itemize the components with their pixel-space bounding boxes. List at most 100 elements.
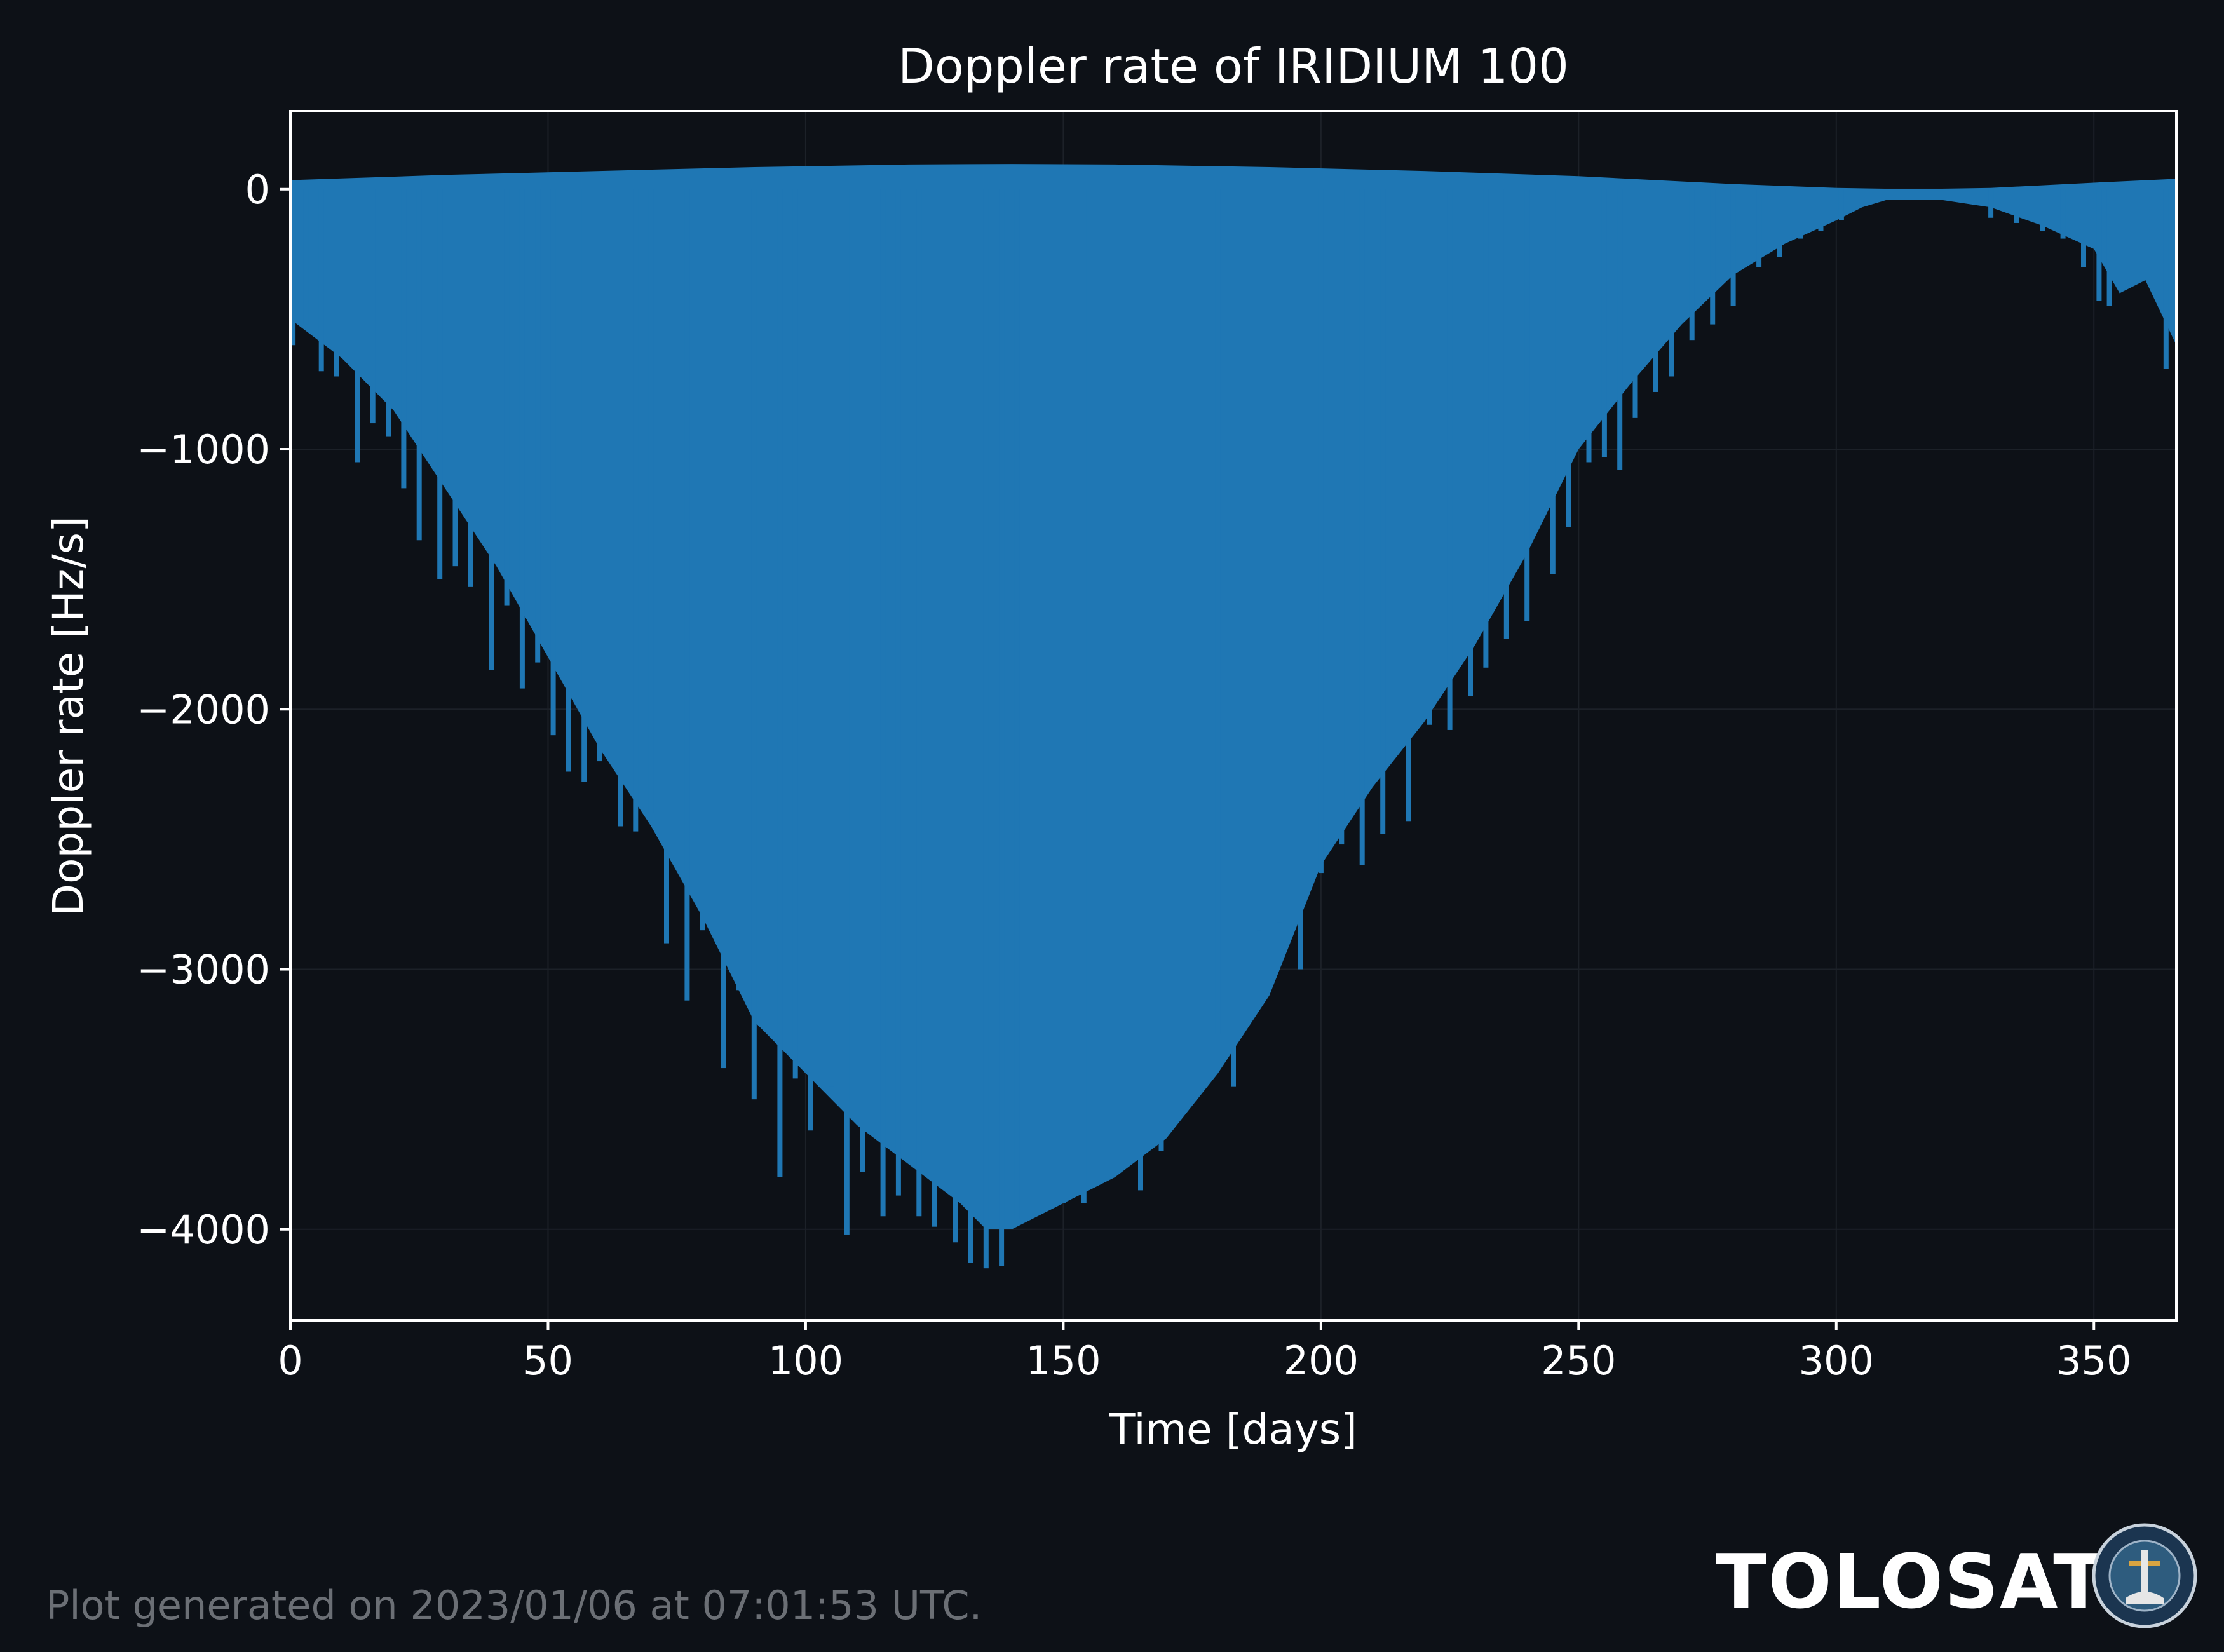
doppler-spike xyxy=(1298,189,1303,970)
x-tick-label: 350 xyxy=(2056,1337,2131,1384)
doppler-spike xyxy=(2014,189,2019,223)
doppler-spike xyxy=(1339,189,1345,845)
doppler-spike xyxy=(953,189,958,1243)
doppler-spike xyxy=(844,189,850,1235)
doppler-spike xyxy=(2081,189,2086,267)
doppler-spike xyxy=(983,189,989,1269)
doppler-spike xyxy=(895,189,901,1196)
doppler-spike xyxy=(1359,189,1365,865)
chart-title: Doppler rate of IRIDIUM 100 xyxy=(898,38,1569,94)
doppler-spike xyxy=(1483,189,1489,668)
doppler-spike xyxy=(999,189,1005,1266)
doppler-spike xyxy=(597,189,602,762)
x-tick-label: 300 xyxy=(1799,1337,1874,1384)
doppler-spike xyxy=(1138,189,1143,1191)
doppler-spike xyxy=(2040,189,2045,231)
doppler-spike xyxy=(355,189,360,463)
doppler-spike xyxy=(1503,189,1509,639)
doppler-spike xyxy=(1988,189,1994,218)
doppler-spike xyxy=(550,189,556,736)
doppler-spike xyxy=(1158,189,1164,1151)
doppler-spike xyxy=(1406,189,1411,822)
doppler-spike xyxy=(1318,189,1324,874)
doppler-spike xyxy=(370,189,376,424)
doppler-spike xyxy=(1277,189,1282,923)
doppler-spike xyxy=(664,189,669,944)
doppler-spike xyxy=(318,189,324,372)
tolosat-logo-icon xyxy=(2092,1523,2197,1628)
doppler-spike xyxy=(1014,189,1020,1219)
x-tick-label: 150 xyxy=(1026,1337,1101,1384)
doppler-spike xyxy=(2096,189,2102,301)
doppler-spike xyxy=(1040,189,1045,1212)
doppler-spike xyxy=(1777,189,1782,257)
doppler-spike xyxy=(1447,189,1453,730)
doppler-spike xyxy=(290,189,296,346)
doppler-spike xyxy=(1756,189,1762,267)
doppler-spike xyxy=(618,189,623,827)
doppler-spike xyxy=(489,189,494,670)
doppler-spike xyxy=(1653,189,1658,392)
doppler-spike xyxy=(1550,189,1556,574)
y-tick-label: 0 xyxy=(245,166,270,213)
doppler-spike xyxy=(1380,189,1386,834)
doppler-spike xyxy=(1838,189,1844,220)
doppler-spike xyxy=(736,189,742,991)
doppler-spike xyxy=(386,189,391,437)
doppler-spike xyxy=(1566,189,1571,527)
y-tick-label: −3000 xyxy=(137,947,270,993)
doppler-spike xyxy=(1617,189,1623,470)
doppler-spike xyxy=(1215,189,1221,1034)
doppler-spike xyxy=(1061,189,1066,1203)
doppler-spike xyxy=(1601,189,1607,457)
doppler-spike xyxy=(1112,189,1118,1151)
doppler-spike xyxy=(916,189,922,1217)
doppler-spike xyxy=(1632,189,1638,418)
doppler-spike xyxy=(2106,189,2112,306)
doppler-spike xyxy=(504,189,510,606)
y-tick-label: −4000 xyxy=(137,1207,270,1253)
doppler-spike xyxy=(648,189,654,813)
x-tick-label: 250 xyxy=(1541,1337,1616,1384)
doppler-spike xyxy=(777,189,783,1177)
doppler-spike xyxy=(700,189,705,931)
doppler-spike xyxy=(1689,189,1695,341)
doppler-spike xyxy=(880,189,886,1217)
doppler-spike xyxy=(1468,189,1473,696)
doppler-spike xyxy=(829,189,834,1087)
doppler-spike xyxy=(2060,189,2066,239)
doppler-spike xyxy=(1798,189,1803,239)
doppler-spike xyxy=(633,189,639,832)
doppler-spike xyxy=(684,189,690,1001)
doppler-spike xyxy=(1710,189,1716,325)
doppler-spike xyxy=(1524,189,1530,621)
plot-area xyxy=(290,164,2176,1269)
doppler-spike xyxy=(860,189,865,1172)
doppler-spike xyxy=(792,189,798,1079)
doppler-spike xyxy=(968,189,973,1263)
doppler-spike xyxy=(303,189,309,325)
doppler-spike xyxy=(581,189,587,782)
doppler-spike xyxy=(334,189,339,377)
doppler-spike xyxy=(808,189,813,1131)
doppler-spike xyxy=(401,189,407,489)
doppler-spike xyxy=(452,189,458,567)
y-tick-label: −2000 xyxy=(137,686,270,733)
x-tick-label: 200 xyxy=(1284,1337,1359,1384)
x-axis-label: Time [days] xyxy=(1109,1405,1357,1454)
x-tick-label: 100 xyxy=(768,1337,843,1384)
axes-frame xyxy=(289,110,2178,1322)
doppler-spike xyxy=(1586,189,1592,463)
doppler-spike xyxy=(1669,189,1674,377)
doppler-spike xyxy=(1730,189,1736,306)
doppler-spike xyxy=(416,189,422,541)
doppler-spike xyxy=(1231,189,1236,1087)
doppler-spike xyxy=(535,189,541,663)
doppler-spike xyxy=(519,189,525,689)
doppler-spike xyxy=(2163,189,2169,369)
doppler-spike xyxy=(1081,189,1087,1203)
doppler-spike xyxy=(751,189,757,1100)
generation-timestamp: Plot generated on 2023/01/06 at 07:01:53… xyxy=(46,1582,982,1628)
y-axis-label: Doppler rate [Hz/s] xyxy=(44,516,93,916)
